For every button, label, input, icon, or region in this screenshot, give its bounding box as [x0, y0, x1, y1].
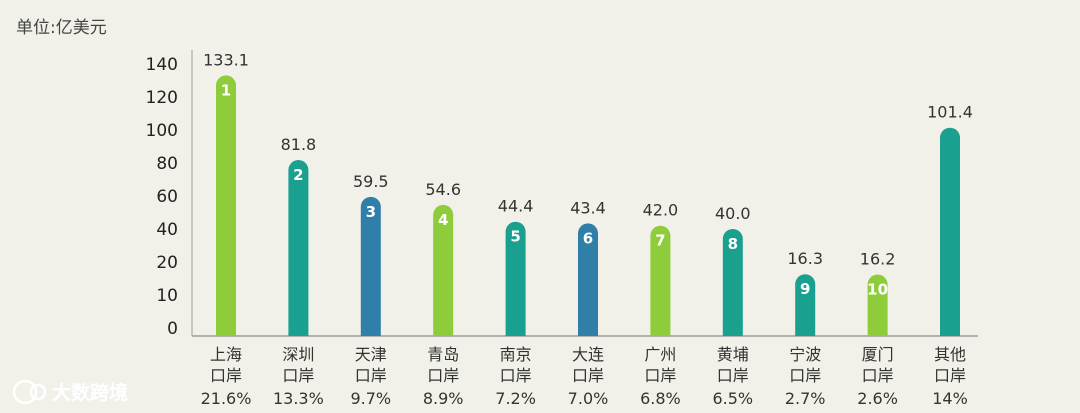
- bar-base: [867, 326, 888, 336]
- bars: 133.1 1 81.8 2 59.5 3 54.6 4 44.4 5 43.4 6 42.0 7 40.0…: [203, 50, 973, 336]
- category-label: 口岸: [355, 366, 387, 385]
- share-label: 7.2%: [495, 389, 536, 408]
- value-label: 43.4: [570, 198, 606, 217]
- share-label: 13.3%: [273, 389, 324, 408]
- share-label: 2.6%: [857, 389, 898, 408]
- value-label: 54.6: [425, 180, 461, 199]
- bar-base: [940, 326, 960, 336]
- bar: [360, 196, 381, 336]
- value-label: 101.4: [927, 103, 973, 122]
- category-label: 口岸: [210, 366, 242, 385]
- logo-icon: [12, 379, 47, 405]
- value-label: 81.8: [281, 135, 317, 154]
- category-label: 厦门: [862, 345, 894, 364]
- category-label: 黄埔: [717, 345, 749, 364]
- share-label: 14%: [932, 389, 968, 408]
- y-tick-label: 10: [156, 286, 178, 306]
- y-tick-label: 120: [146, 88, 178, 108]
- rank-label: 9: [800, 280, 810, 298]
- bar-base: [505, 326, 526, 336]
- category-label: 口岸: [862, 366, 894, 385]
- bar: [216, 75, 236, 336]
- category-label: 口岸: [789, 366, 821, 385]
- y-tick-label: 80: [156, 154, 178, 174]
- share-label: 2.7%: [785, 389, 826, 408]
- rank-label: 5: [510, 228, 520, 246]
- bar-base: [650, 326, 671, 336]
- value-label: 44.4: [498, 197, 534, 216]
- y-tick-label: 20: [156, 253, 178, 273]
- rank-label: 7: [655, 232, 665, 250]
- value-label: 59.5: [353, 172, 389, 191]
- bar-base: [216, 326, 236, 336]
- share-label: 7.0%: [568, 389, 609, 408]
- category-label: 南京: [500, 345, 532, 364]
- bar: [867, 274, 888, 336]
- bar: [433, 204, 454, 336]
- rank-label: 1: [221, 81, 231, 99]
- category-label: 口岸: [427, 366, 459, 385]
- bar: [578, 223, 598, 336]
- y-tick-label: 140: [146, 55, 178, 75]
- value-label: 40.0: [715, 204, 751, 223]
- category-label: 青岛: [427, 345, 459, 364]
- category-label: 宁波: [789, 345, 821, 364]
- bar-base: [795, 326, 816, 336]
- bar-base: [578, 326, 598, 336]
- share-label: 8.9%: [423, 389, 464, 408]
- bar: [288, 160, 309, 336]
- bar: [650, 225, 671, 336]
- bar-base: [360, 326, 381, 336]
- bar-base: [433, 326, 454, 336]
- bar-base: [722, 326, 743, 336]
- rank-label: 6: [583, 229, 593, 247]
- category-label: 口岸: [644, 366, 676, 385]
- share-label: 9.7%: [350, 389, 391, 408]
- rank-label: 8: [728, 235, 738, 253]
- category-label: 其他: [934, 345, 966, 364]
- category-label: 广州: [644, 345, 676, 364]
- category-label: 上海: [210, 345, 242, 364]
- share-label: 6.8%: [640, 389, 681, 408]
- category-label: 口岸: [500, 366, 532, 385]
- share-label: 21.6%: [201, 389, 252, 408]
- category-label: 深圳: [282, 345, 314, 364]
- bar: [795, 274, 816, 336]
- rank-label: 3: [366, 203, 376, 221]
- value-label: 16.2: [860, 250, 896, 269]
- category-label: 口岸: [717, 366, 749, 385]
- rank-label: 2: [293, 166, 303, 184]
- watermark-text: 大数跨境: [52, 381, 128, 404]
- y-tick-label: 60: [156, 187, 178, 207]
- rank-label: 4: [438, 211, 448, 229]
- y-tick-label: 40: [156, 220, 178, 240]
- value-label: 133.1: [203, 50, 249, 69]
- rank-label: 10: [867, 281, 888, 299]
- value-label: 42.0: [643, 201, 679, 220]
- category-label: 口岸: [934, 366, 966, 385]
- category-label: 大连: [572, 345, 604, 364]
- watermark: 大数跨境: [12, 379, 128, 405]
- y-tick-label: 0: [167, 319, 178, 339]
- bar: [722, 229, 743, 336]
- unit-label: 单位:亿美元: [16, 18, 107, 38]
- share-label: 6.5%: [712, 389, 753, 408]
- category-label: 口岸: [282, 366, 314, 385]
- category-label: 天津: [355, 345, 387, 364]
- category-label: 口岸: [572, 366, 604, 385]
- bar: [940, 127, 960, 336]
- value-label: 16.3: [787, 249, 823, 268]
- y-tick-label: 100: [146, 121, 178, 141]
- bar: [505, 221, 526, 336]
- bar-base: [288, 326, 309, 336]
